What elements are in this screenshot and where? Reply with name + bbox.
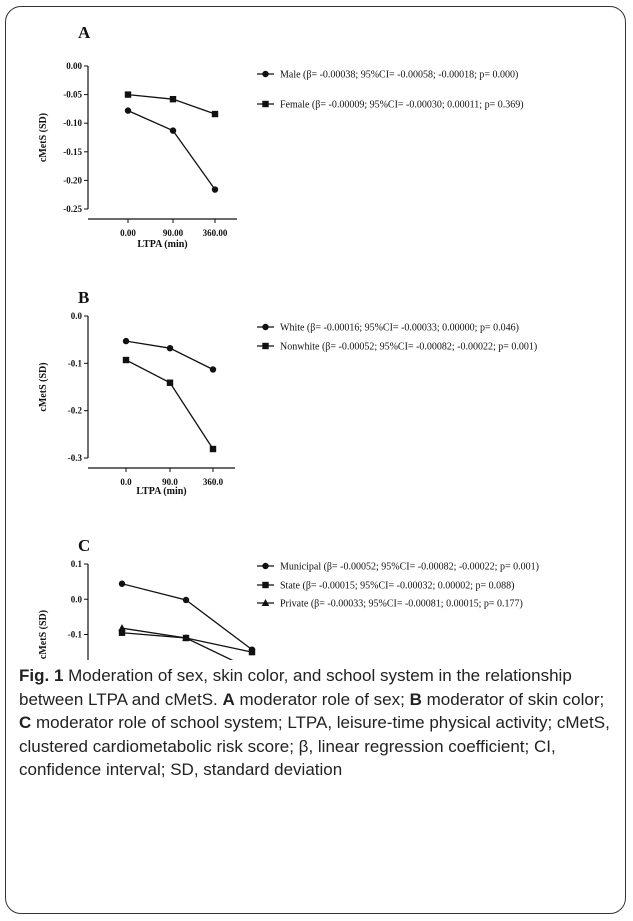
y-tick-label: 0.0	[71, 594, 83, 604]
data-point	[211, 110, 219, 118]
legend-marker	[262, 342, 269, 350]
panel-label-A: A	[78, 23, 91, 42]
y-tick-label: 0.0	[71, 311, 83, 321]
legend-marker	[262, 100, 269, 108]
y-tick-label: 0.1	[71, 559, 83, 569]
series-line	[125, 359, 214, 450]
data-point	[182, 634, 190, 642]
y-axis-label: cMetS (SD)	[38, 610, 49, 659]
y-tick-label: -0.3	[68, 453, 83, 463]
y-tick-label: -0.20	[63, 175, 82, 185]
data-point	[122, 337, 130, 345]
y-axis-label: cMetS (SD)	[38, 362, 49, 411]
legend-label: Nonwhite (β= -0.00052; 95%CI= -0.00082; …	[280, 342, 537, 353]
legend-label: State (β= -0.00015; 95%CI= -0.00032; 0.0…	[280, 581, 515, 592]
caption-text-b: moderator of skin color;	[421, 689, 605, 709]
y-tick-label: 0.00	[66, 61, 82, 71]
x-tick-label: 360.00	[203, 228, 228, 238]
data-point	[169, 95, 177, 103]
data-point	[118, 629, 126, 636]
figure-charts: A 0.00 -0.05 -0.10 -0.15 -0.20 -0.25 0.00 90.00 3…	[38, 23, 539, 660]
data-point	[118, 624, 126, 632]
caption-label-a: A	[222, 689, 235, 709]
data-point	[209, 445, 217, 453]
caption-label-c: C	[19, 713, 32, 732]
y-tick-label: -0.1	[68, 358, 83, 368]
y-tick-label: -0.05	[63, 90, 82, 100]
caption-text-a: moderator role of sex;	[234, 689, 410, 709]
y-tick-label: -0.15	[63, 147, 82, 157]
series-line	[121, 627, 234, 660]
legend-marker	[262, 323, 269, 331]
legend-label: White (β= -0.00016; 95%CI= -0.00033; 0.0…	[280, 323, 519, 334]
legend-label: Male (β= -0.00038; 95%CI= -0.00058; -0.0…	[280, 70, 518, 81]
data-point	[122, 356, 130, 364]
data-point	[118, 580, 126, 587]
data-point	[166, 344, 174, 352]
data-point	[248, 648, 256, 656]
x-tick-label: 360.0	[203, 477, 224, 487]
figure-caption: Fig. 1 Moderation of sex, skin color, an…	[19, 664, 617, 782]
legend-label: Female (β= -0.00009; 95%CI= -0.00030; 0.…	[280, 100, 524, 111]
legend-label: Private (β= -0.00033; 95%CI= -0.00081; 0…	[280, 599, 523, 610]
data-point	[169, 127, 177, 134]
x-axis-label: LTPA (min)	[137, 239, 187, 250]
x-tick-label: 0.0	[120, 477, 132, 487]
legend-marker	[262, 70, 269, 78]
caption-text-c: moderator role of school system; LTPA, l…	[19, 713, 610, 779]
y-tick-label: -0.10	[63, 118, 82, 128]
data-point	[166, 379, 174, 386]
panel-label-B: B	[78, 288, 89, 307]
legend-marker	[262, 562, 269, 570]
y-tick-label: -0.25	[63, 204, 82, 214]
data-point	[124, 107, 132, 114]
data-point	[124, 91, 132, 98]
caption-text-intro: Moderation of sex, skin color, and schoo…	[19, 666, 572, 709]
legend-marker	[261, 599, 270, 606]
series-line	[127, 110, 216, 190]
data-point	[182, 596, 190, 604]
caption-label-b: B	[409, 689, 422, 709]
x-tick-label: 90.0	[162, 477, 178, 487]
x-tick-label: 90.00	[163, 228, 184, 238]
data-point	[211, 186, 219, 193]
panel-label-C: C	[78, 536, 90, 555]
y-axis-label: cMetS (SD)	[38, 113, 49, 162]
data-point	[209, 366, 217, 373]
figure-frame	[5, 6, 626, 914]
x-tick-label: 0.00	[120, 228, 136, 238]
legend-label: Municipal (β= -0.00052; 95%CI= -0.00082;…	[280, 562, 539, 573]
x-axis-label: LTPA (min)	[136, 486, 186, 497]
caption-fig-label: Fig. 1	[19, 666, 64, 685]
y-tick-label: -0.1	[68, 630, 83, 640]
y-tick-label: -0.2	[68, 406, 83, 416]
legend-marker	[262, 581, 269, 589]
